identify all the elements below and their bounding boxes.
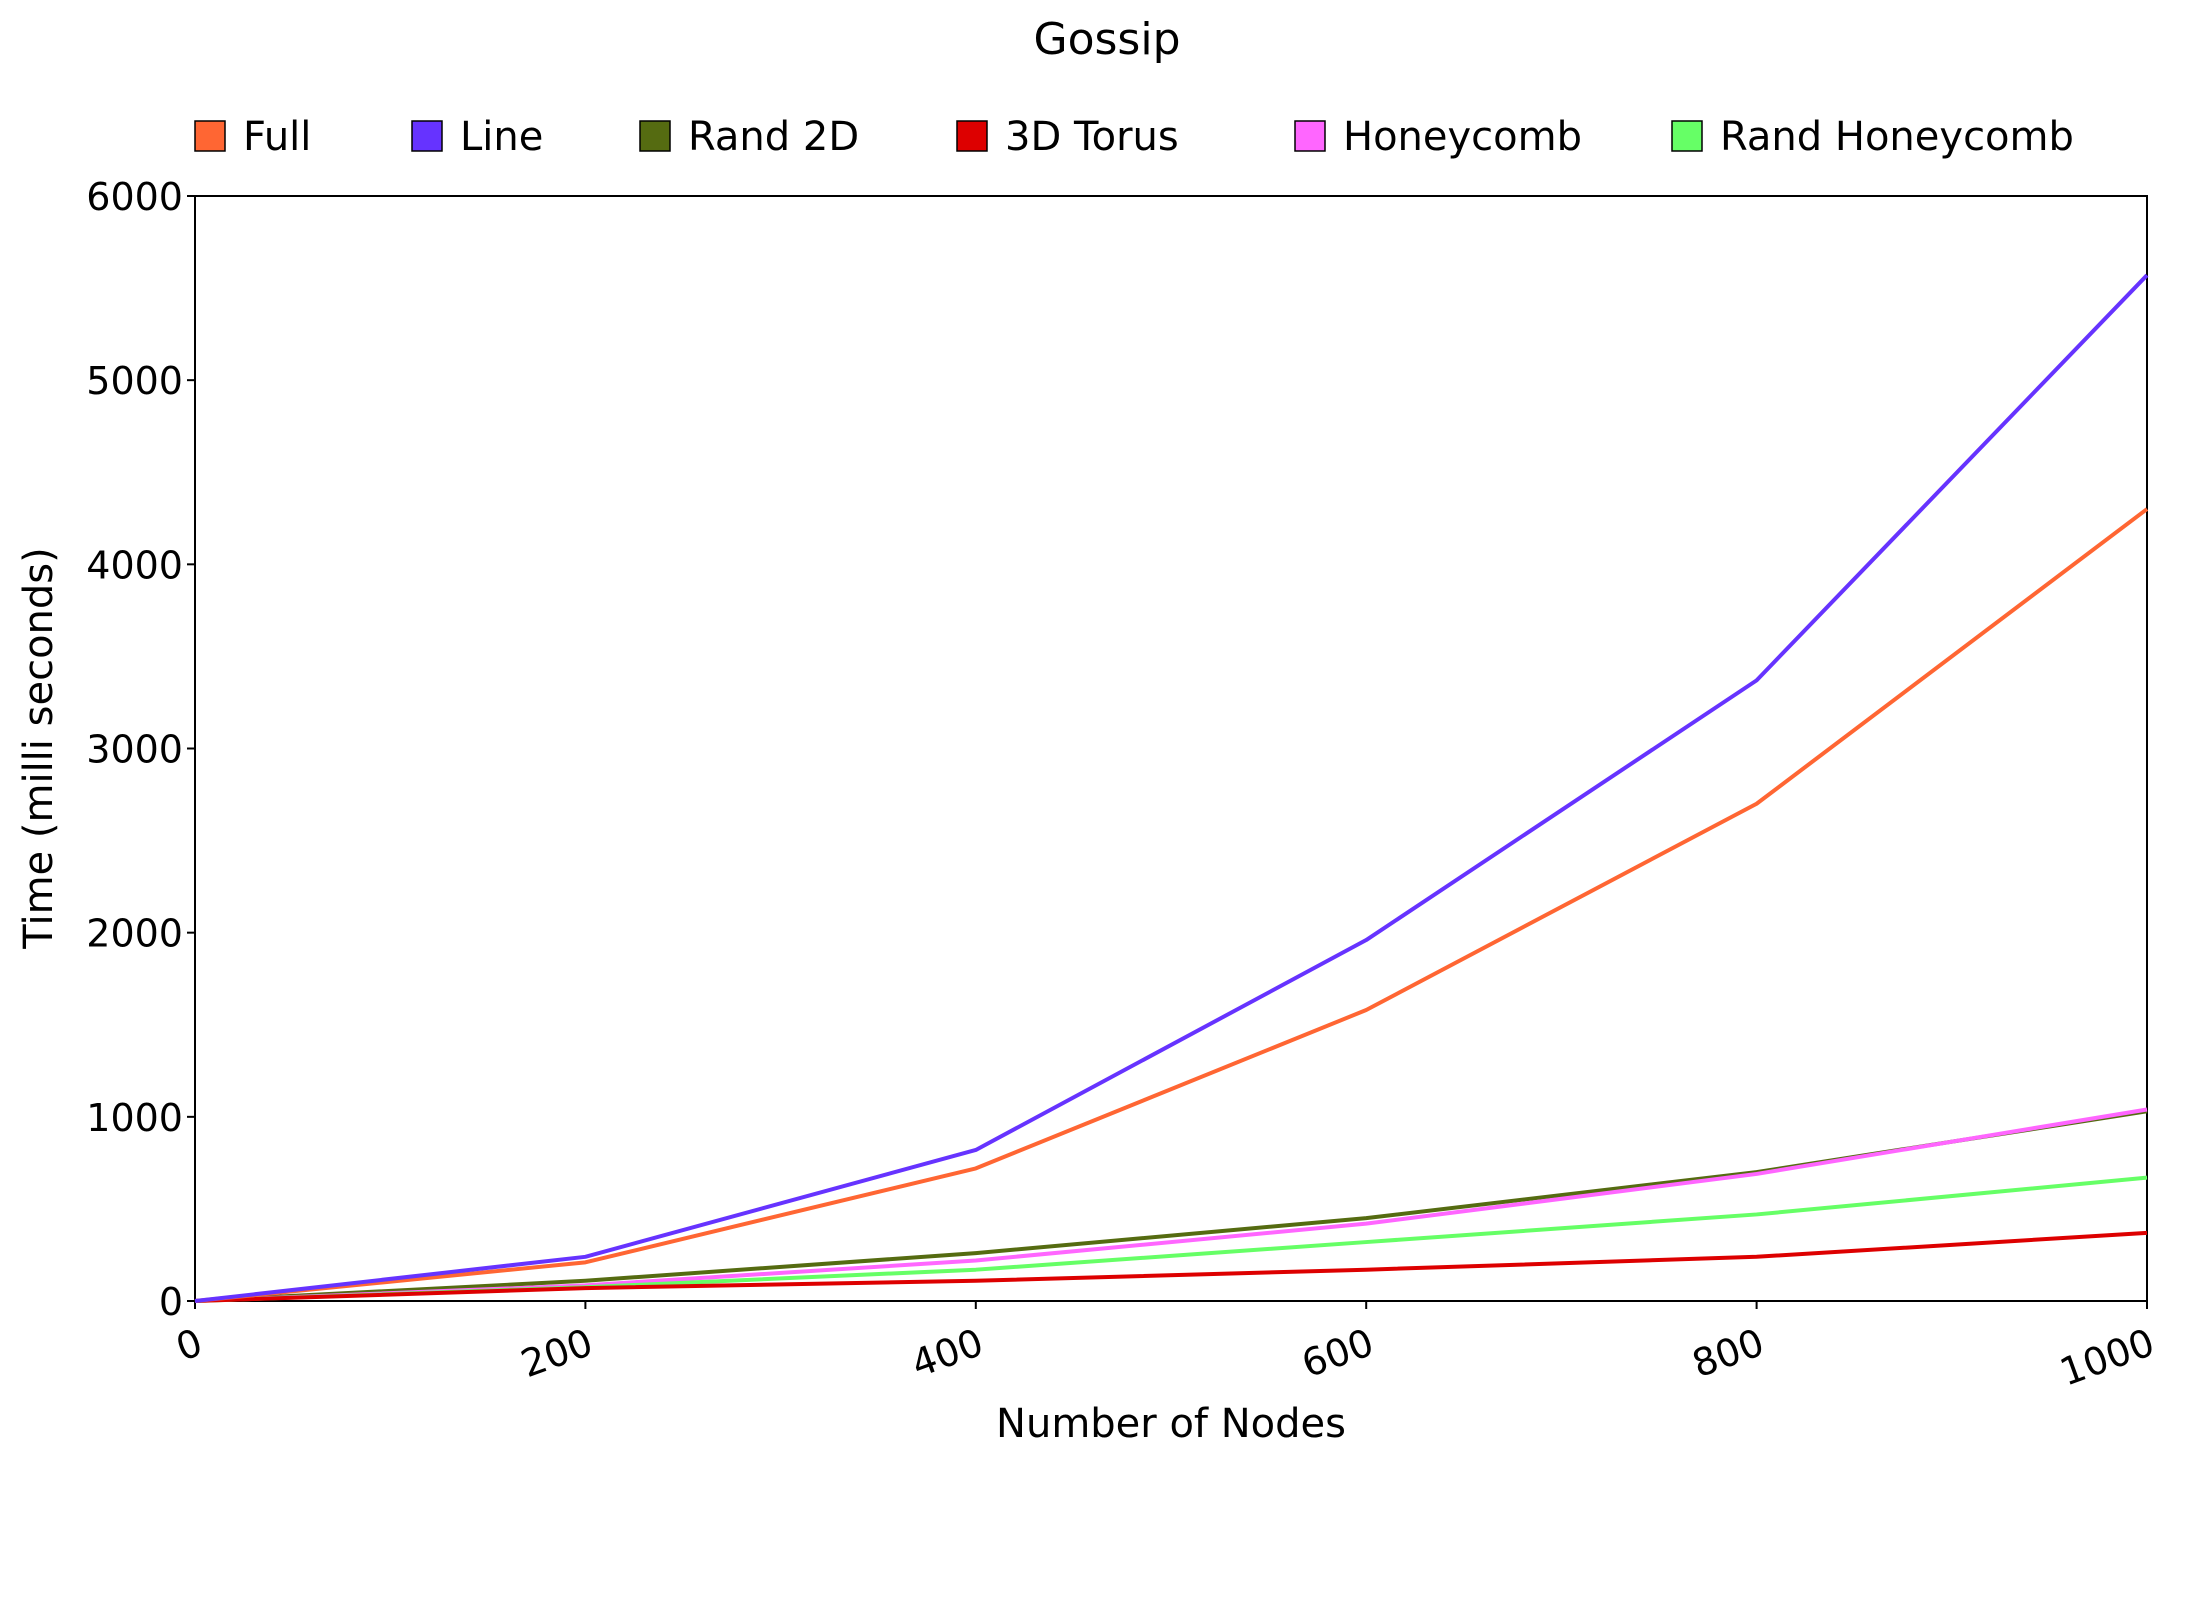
x-axis: 0 200 400 600 800 1000: [170, 1301, 2160, 1395]
y-tick-label: 6000: [86, 175, 183, 219]
x-tick-label: 0: [170, 1320, 208, 1370]
legend-swatch-honeycomb: [1294, 120, 1326, 152]
x-tick-label: 800: [1686, 1320, 1769, 1386]
legend-label-honeycomb: Honeycomb: [1343, 114, 1582, 160]
series-lines: [194, 273, 2149, 1303]
y-axis: 0 1000 2000 3000 4000 5000 6000: [86, 175, 195, 1324]
y-tick-label: 5000: [86, 359, 183, 403]
x-tick-label: 1000: [2054, 1320, 2160, 1394]
legend-swatch-rand-honeycomb: [1671, 120, 1703, 152]
chart-title: Gossip: [1033, 14, 1180, 65]
y-tick-label: 0: [159, 1280, 183, 1324]
legend-swatch-line: [411, 120, 443, 152]
y-tick-label: 3000: [86, 728, 183, 772]
y-tick-label: 2000: [86, 912, 183, 956]
legend-swatch-rand-2d: [639, 120, 671, 152]
legend: Full Line Rand 2D 3D Torus Honeycomb Rand Hon…: [194, 114, 2074, 160]
series-line-rand-honeycomb: [194, 1175, 2148, 1303]
legend-swatch-full: [194, 120, 226, 152]
x-tick-label: 400: [906, 1320, 989, 1386]
legend-label-rand-2d: Rand 2D: [688, 114, 859, 160]
x-tick-label: 200: [515, 1320, 598, 1386]
legend-label-full: Full: [243, 114, 311, 160]
x-axis-label: Number of Nodes: [996, 1401, 1346, 1447]
x-tick-label: 600: [1296, 1320, 1379, 1386]
series-line-full: [194, 507, 2149, 1303]
legend-label-line: Line: [460, 114, 543, 160]
y-axis-label: Time (milli seconds): [16, 547, 62, 949]
legend-label-rand-honeycomb: Rand Honeycomb: [1720, 114, 2074, 160]
legend-label-3d-torus: 3D Torus: [1005, 114, 1179, 160]
plot-area: [194, 195, 2148, 1302]
y-tick-label: 1000: [86, 1096, 183, 1140]
series-line-line: [194, 273, 2149, 1303]
y-tick-label: 4000: [86, 543, 183, 587]
legend-swatch-3d-torus: [956, 120, 988, 152]
series-line-3d-torus: [194, 1230, 2148, 1303]
